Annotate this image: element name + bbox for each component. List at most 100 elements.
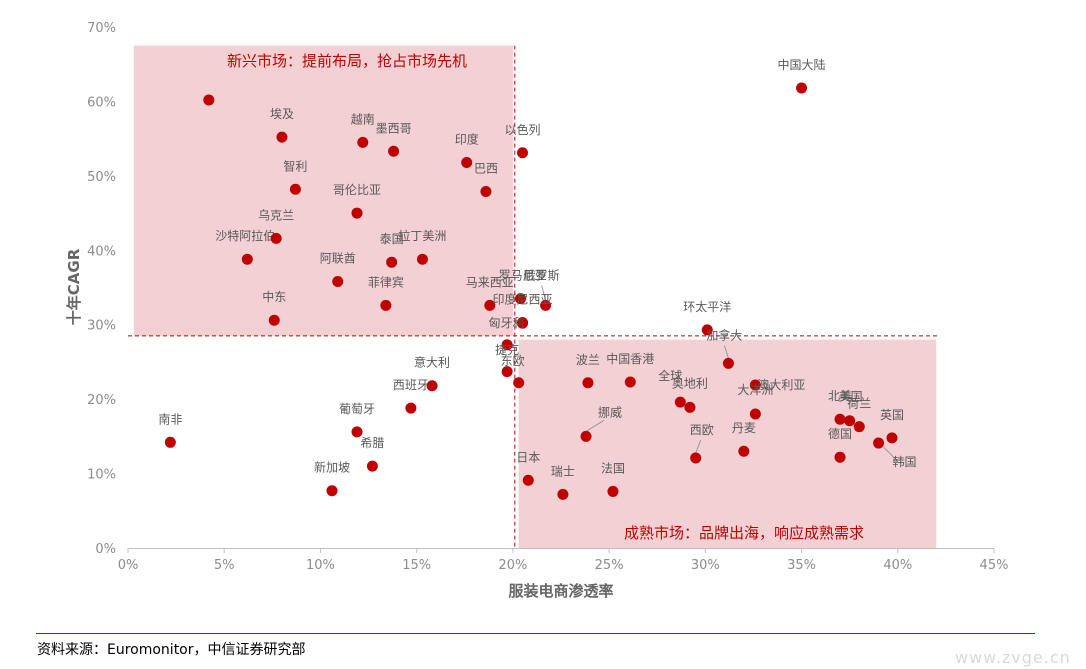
leader-line	[541, 285, 547, 301]
data-point-日本	[522, 474, 534, 486]
data-point-哥伦比亚	[351, 207, 363, 219]
point-label: 英国	[880, 408, 904, 422]
data-point-德国	[834, 451, 846, 463]
point-label: 巴西	[474, 161, 498, 175]
point-label: 大洋洲	[737, 382, 773, 397]
source-note: 资料来源：Euromonitor，中信证券研究部	[37, 642, 306, 658]
y-tick-label: 40%	[87, 244, 116, 259]
x-tick-label: 20%	[498, 558, 527, 573]
leader-line	[695, 439, 702, 454]
data-point-荷兰	[853, 421, 865, 433]
point-label: 印度	[455, 131, 479, 146]
y-tick-label: 20%	[87, 393, 116, 408]
data-point-挪威	[580, 430, 592, 442]
point-label: 中国香港	[606, 351, 654, 366]
data-point-泰国	[386, 256, 398, 268]
point-label: 中国大陆	[778, 57, 826, 72]
point-label: 瑞士	[551, 464, 575, 478]
point-label: 哥伦比亚	[333, 182, 381, 197]
leader-line	[585, 419, 605, 432]
y-tick-label: 50%	[87, 170, 116, 185]
zone-label-2: 成熟市场：品牌出海，响应成熟需求	[624, 524, 864, 542]
data-point-奥地利	[684, 401, 696, 413]
data-point-印度	[461, 156, 473, 168]
x-axis-title: 服装电商渗透率	[508, 582, 613, 600]
data-point-大洋洲	[749, 408, 761, 420]
point-label: 菲律宾	[368, 274, 404, 289]
zone-area-1	[133, 45, 513, 336]
data-point-菲律宾	[380, 299, 392, 311]
x-tick-label: 5%	[214, 558, 235, 573]
data-point	[501, 366, 513, 378]
watermark: www.zvge.cn	[955, 648, 1071, 667]
x-tick-label: 35%	[787, 558, 816, 573]
point-label: 波兰	[576, 353, 600, 367]
data-point-意大利	[426, 380, 438, 392]
axes-layer: 0% 5% 10% 15% 20% 25% 30% 35% 40% 45% 0% 10% 20% 30% 4…	[87, 21, 1008, 573]
data-point-中国大陆	[796, 82, 808, 94]
point-label: 印度尼西亚	[493, 291, 553, 306]
data-point-英国	[886, 432, 898, 444]
point-label: 越南	[351, 111, 375, 126]
data-point-中国香港	[624, 376, 636, 388]
data-point-瑞士	[557, 488, 569, 500]
point-label: 泰国	[380, 232, 404, 246]
data-point-波兰	[582, 377, 594, 389]
y-tick-label: 0%	[95, 542, 116, 557]
point-label: 西班牙	[393, 378, 429, 392]
point-label: 捷克	[495, 343, 519, 357]
data-point-北美	[834, 413, 846, 425]
data-point-东欧	[513, 377, 525, 389]
point-label: 智利	[283, 158, 307, 173]
data-point-美国	[844, 415, 856, 427]
point-label: 葡萄牙	[339, 402, 375, 416]
point-label: 西欧	[690, 423, 714, 437]
source-divider	[36, 633, 1035, 634]
y-tick-label: 60%	[87, 95, 116, 110]
point-label: 澳大利亚	[757, 378, 805, 392]
point-label: 中东	[262, 289, 286, 304]
data-point-乌克兰	[270, 232, 282, 244]
data-point-葡萄牙	[351, 426, 363, 438]
data-point-越南	[357, 136, 369, 148]
data-point-新加坡	[326, 485, 338, 497]
x-tick-label: 15%	[402, 558, 431, 573]
data-point	[203, 94, 215, 106]
data-point-全球	[674, 396, 686, 408]
point-label: 加拿大	[706, 327, 742, 342]
point-label: 东欧	[501, 354, 525, 368]
data-point-中东	[268, 314, 280, 326]
point-label: 马来西亚	[466, 275, 514, 289]
point-label: 阿联酋	[320, 251, 356, 266]
data-point-罗马尼亚	[515, 293, 527, 305]
data-point-以色列	[517, 147, 529, 159]
point-label: 希腊	[360, 435, 384, 450]
x-tick-label: 10%	[306, 558, 335, 573]
point-label: 乌克兰	[258, 207, 294, 222]
point-label: 北美	[828, 389, 852, 403]
point-label: 挪威	[598, 405, 622, 419]
data-point-匈牙利	[517, 317, 529, 329]
data-point-智利	[289, 183, 301, 195]
data-point-沙特阿拉伯	[241, 253, 253, 265]
point-label: 日本	[516, 450, 540, 464]
x-tick-label: 0%	[118, 558, 139, 573]
data-point-马来西亚	[484, 299, 496, 311]
point-label: 荷兰	[847, 397, 871, 411]
leader-line	[883, 446, 905, 461]
data-point-韩国	[873, 437, 885, 449]
point-label: 匈牙利	[489, 316, 525, 330]
point-label: 埃及	[270, 107, 294, 121]
data-point-巴西	[480, 185, 492, 197]
data-point-澳大利亚	[749, 379, 761, 391]
point-label: 拉丁美洲	[398, 228, 446, 243]
point-label: 墨西哥	[376, 121, 412, 135]
leader-line	[723, 345, 729, 359]
y-tick-label: 70%	[87, 21, 116, 36]
point-label: 罗马尼亚	[499, 269, 547, 283]
point-label: 全球	[658, 368, 682, 383]
point-label: 韩国	[893, 454, 917, 469]
point-label: 丹麦	[732, 421, 756, 435]
